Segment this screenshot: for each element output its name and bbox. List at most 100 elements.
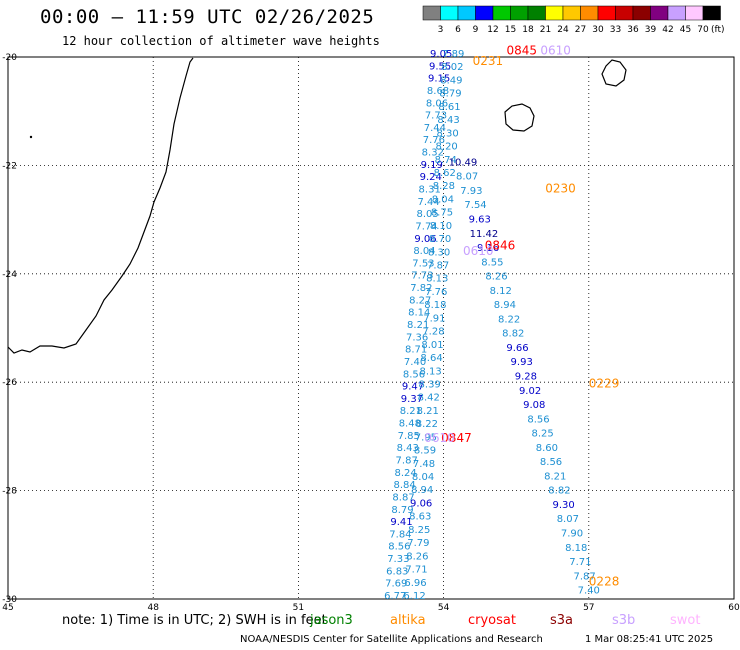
wave-height-value: 8.42 (418, 393, 440, 404)
wave-height-value: 8.43 (397, 443, 419, 454)
wave-height-value: 7.91 (423, 313, 445, 324)
wave-height-value: 8.18 (424, 300, 446, 311)
wave-height-value: 9.66 (506, 343, 528, 354)
satellite-label-s3a: s3a (550, 613, 574, 628)
wave-height-value: 8.84 (393, 480, 415, 491)
wave-height-value: 8.82 (502, 329, 524, 340)
page-title: 00:00 — 11:59 UTC 02/26/2025 (40, 6, 375, 28)
x-tick-label: 54 (438, 603, 450, 612)
colorbar-label: 15 (505, 25, 516, 35)
small-island (29, 135, 33, 139)
wave-height-value: 8.32 (422, 148, 444, 159)
wave-height-value: 9.47 (402, 382, 424, 393)
wave-height-value: 9.06 (410, 498, 432, 509)
wave-height-value: 7.48 (413, 459, 435, 470)
wave-height-value: 9.63 (469, 214, 491, 225)
wave-height-value: 8.20 (436, 142, 458, 153)
satellite-label-cryosat: cryosat (468, 613, 516, 628)
wave-height-value: 8.79 (439, 89, 461, 100)
wave-height-value: 7.87 (396, 456, 418, 467)
wave-height-value: 8.43 (437, 115, 459, 126)
wave-height-value: 10.49 (449, 157, 478, 168)
wave-height-value: 9.24 (420, 172, 442, 183)
wave-height-value: 8.07 (557, 514, 579, 525)
wave-height-value: 8.26 (485, 272, 507, 283)
wave-height-value: 7.76 (423, 135, 445, 146)
wave-height-value: 9.37 (401, 394, 423, 405)
wave-height-value: 8.04 (432, 194, 454, 205)
colorbar-label: 36 (627, 25, 639, 35)
wave-height-value: 8.21 (407, 320, 429, 331)
wave-height-value: 7.40 (404, 357, 426, 368)
wave-height-value: 7.33 (387, 554, 409, 565)
footer-note: note: 1) Time is in UTC; 2) SWH is in fe… (62, 613, 327, 628)
pass-time-label: 0231 (473, 54, 504, 68)
colorbar-label: 12 (487, 25, 498, 35)
wave-height-value: 8.63 (409, 512, 431, 523)
colorbar-label: 45 (680, 25, 691, 35)
wave-height-value: 8.61 (438, 102, 460, 113)
x-tick-label: 45 (2, 603, 13, 612)
wave-height-value: 9.28 (515, 371, 537, 382)
wave-height-value: 8.56 (403, 369, 425, 380)
pass-time-label: 0229 (589, 377, 620, 391)
colorbar-label: 39 (645, 25, 657, 35)
wave-height-value: 8.75 (431, 208, 453, 219)
colorbar-label: 24 (557, 25, 569, 35)
wave-height-value: 8.27 (409, 295, 431, 306)
wave-height-value: 8.94 (494, 300, 516, 311)
coastline-reunion (504, 103, 535, 132)
wave-height-value: 7.76 (425, 287, 447, 298)
pass-time-label: 0846 (485, 238, 516, 252)
wave-height-value: 8.49 (440, 75, 462, 86)
wave-height-value: 9.08 (523, 400, 545, 411)
wave-height-value: 7.69 (385, 579, 407, 590)
wave-height-value: 9.93 (511, 357, 533, 368)
wave-height-value: 7.36 (406, 332, 428, 343)
wave-height-value: 8.62 (434, 168, 456, 179)
wave-height-value: 8.10 (430, 221, 452, 232)
map-frame (7, 56, 735, 600)
wave-height-value: 8.68 (427, 86, 449, 97)
x-tick-label: 48 (147, 603, 159, 612)
wave-height-value: 8.14 (408, 308, 430, 319)
wave-height-value: 8.30 (436, 128, 458, 139)
wave-height-value: 8.87 (392, 492, 414, 503)
wave-height-value: 9.05 (430, 49, 452, 60)
satellite-label-s3b: s3b (612, 613, 636, 628)
colorbar-label: 33 (610, 25, 621, 35)
wave-height-map: 45 48 51 54 57 60-20-22-24-26-28-30 6.777.696.… (2, 43, 740, 612)
wave-height-value: 9.16 (477, 243, 499, 254)
y-tick-label: -26 (2, 378, 17, 388)
colorbar-label: 21 (540, 25, 551, 35)
colorbar-label: 3 (438, 25, 444, 35)
wave-height-value: 7.44 (418, 197, 440, 208)
wave-height-value: 8.56 (527, 414, 549, 425)
wave-height-value: 7.79 (407, 538, 429, 549)
wave-height-value: 8.01 (421, 340, 443, 351)
wave-height-value: 8.56 (388, 542, 410, 553)
pass-time-label: 0845 (507, 43, 538, 57)
wave-height-value: 7.40 (578, 586, 600, 597)
colorbar-label: 18 (522, 25, 534, 35)
wave-height-value: 8.02 (441, 62, 463, 73)
credit-line: NOAA/NESDIS Center for Satellite Applica… (240, 634, 543, 645)
wave-height-value: 7.95 (415, 432, 437, 443)
wave-height-value: 8.21 (417, 406, 439, 417)
wave-height-value: 9.19 (421, 160, 443, 171)
colorbar-label: 70 (697, 25, 709, 35)
wave-height-value: 6.96 (404, 578, 426, 589)
wave-height-value: 8.13 (419, 366, 441, 377)
colorbar-label: 27 (575, 25, 586, 35)
wave-height-value: 7.71 (569, 557, 591, 568)
wave-height-value: 6.83 (386, 566, 408, 577)
wave-height-value: 8.55 (481, 257, 503, 268)
x-tick-label: 57 (583, 603, 594, 612)
wave-height-value: 7.73 (411, 271, 433, 282)
wave-height-value: 8.13 (426, 274, 448, 285)
wave-height-value: 7.93 (460, 186, 482, 197)
wave-height-value: 7.71 (405, 565, 427, 576)
wave-height-value: 8.07 (456, 172, 478, 183)
y-tick-label: -24 (2, 270, 17, 280)
